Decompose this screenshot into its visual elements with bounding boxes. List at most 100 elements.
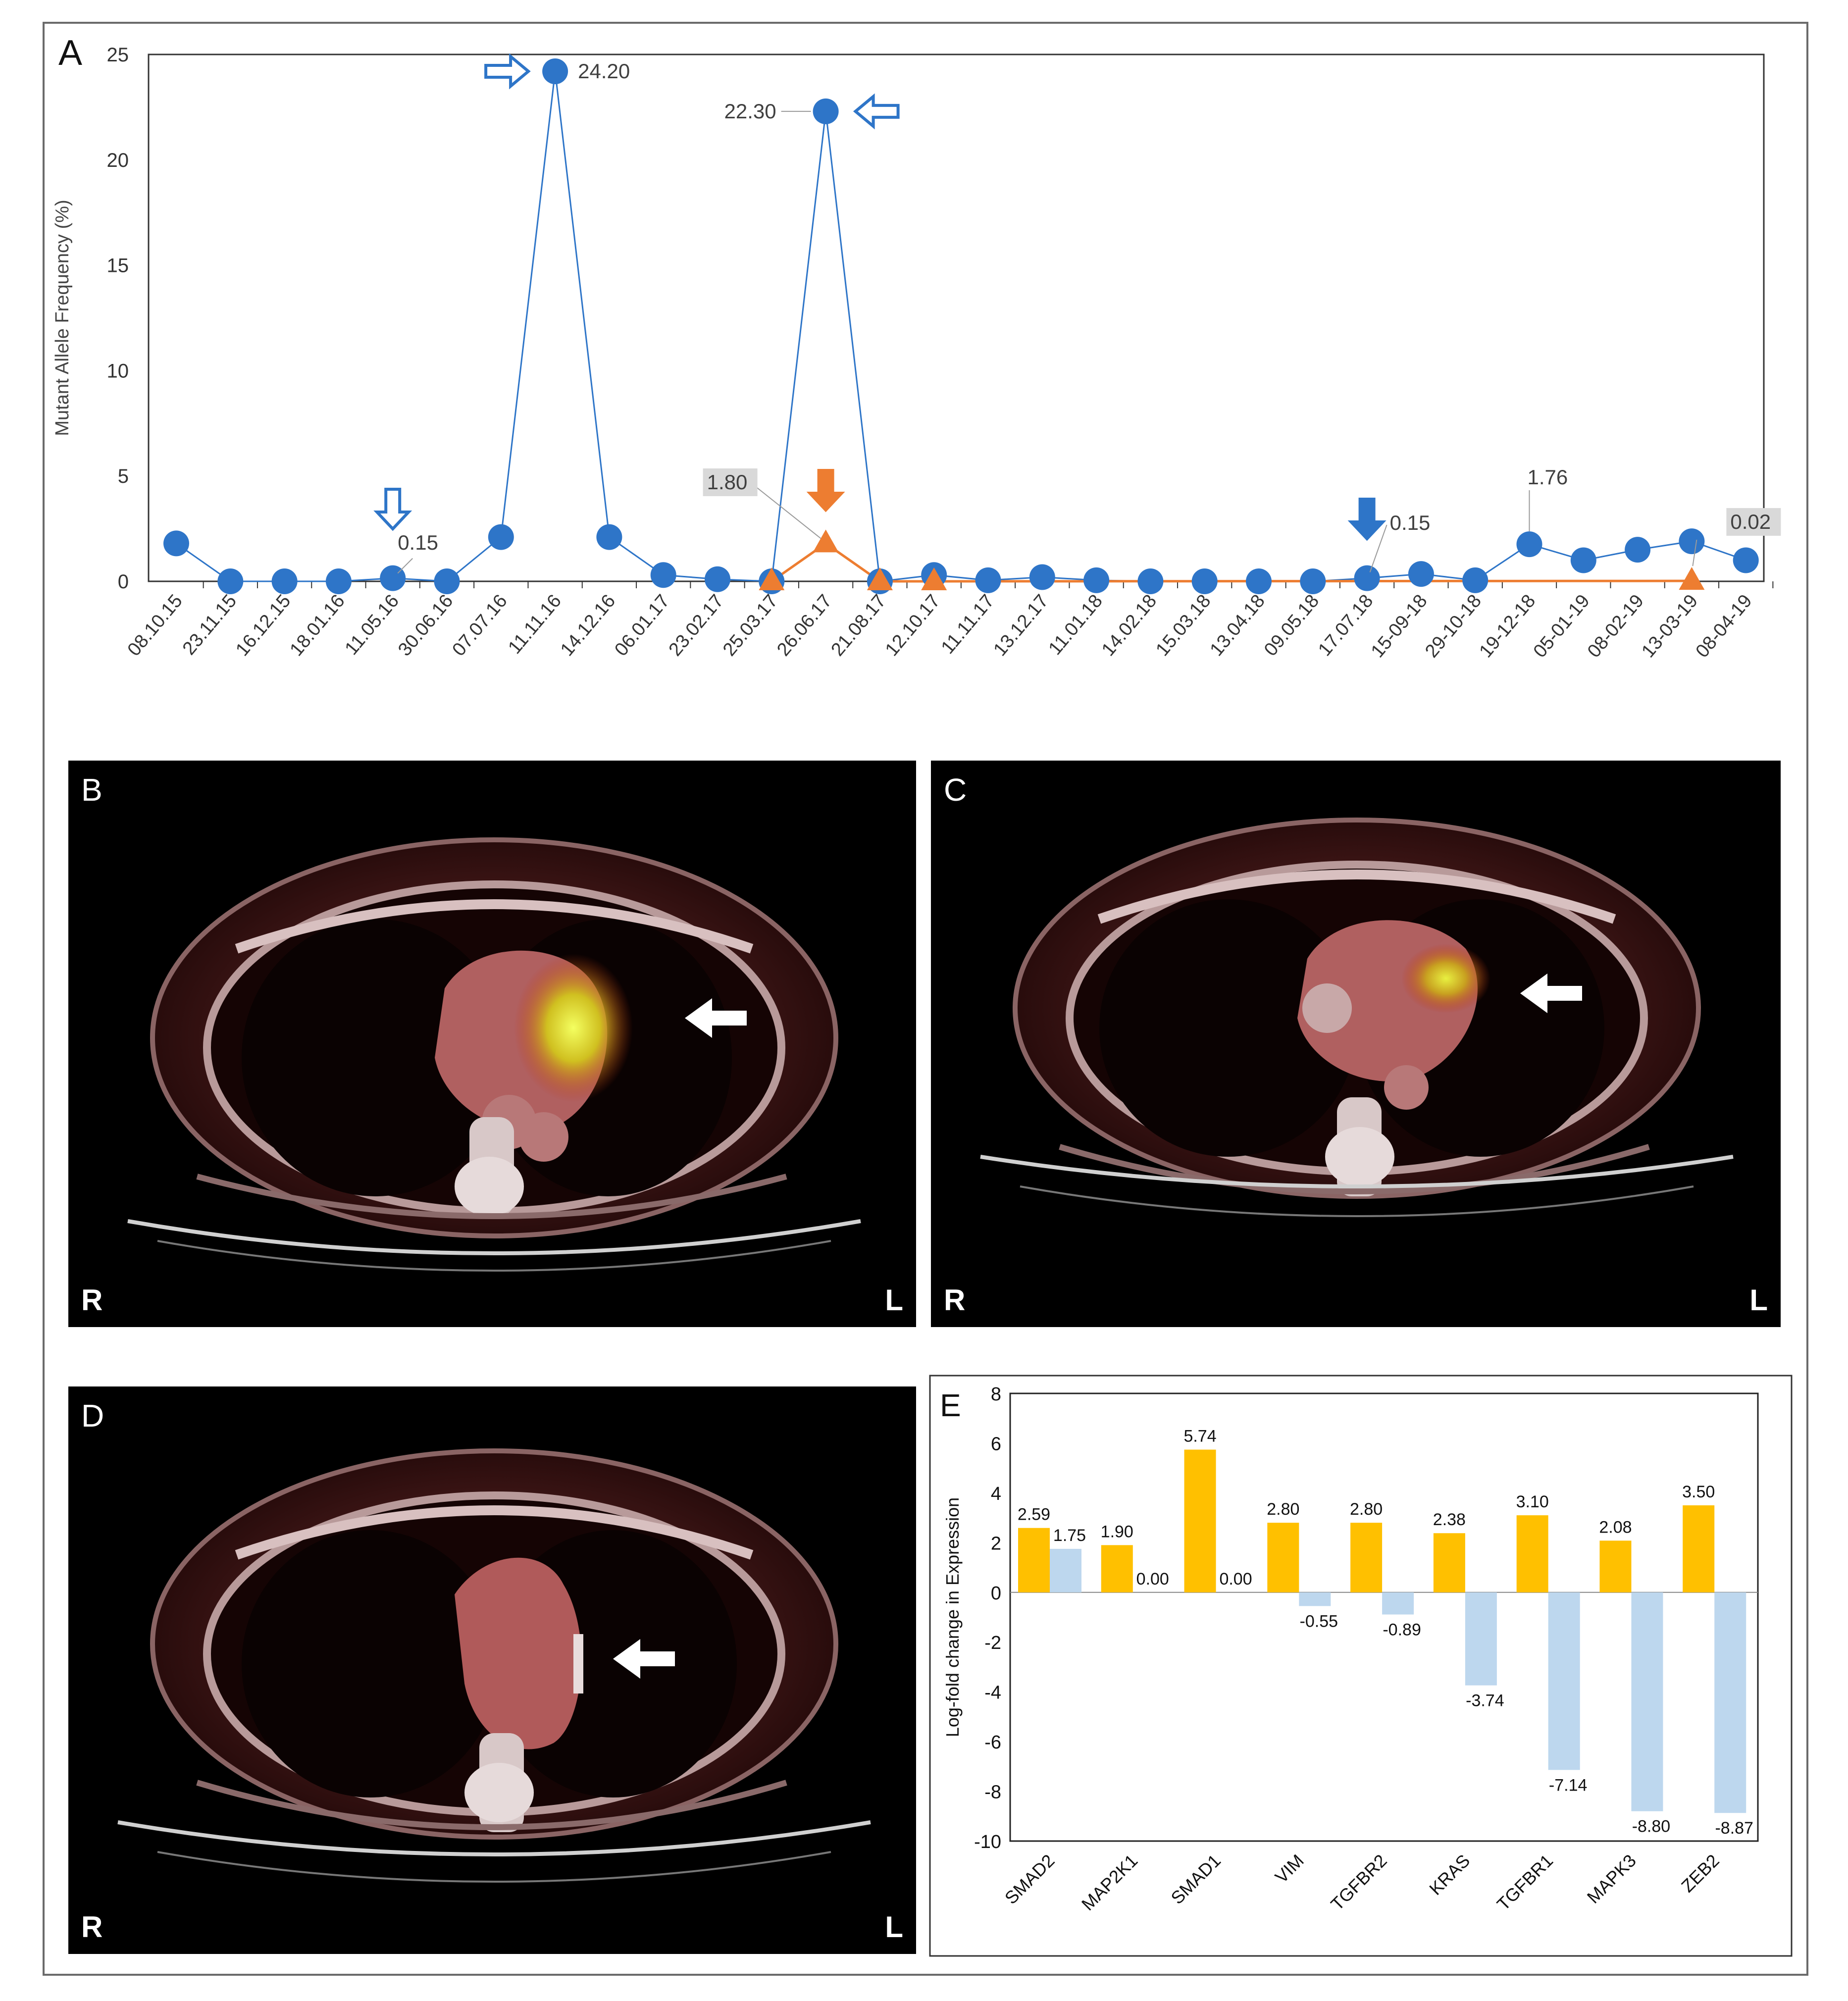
filled-arrow-down-icon <box>1347 498 1386 541</box>
data-point-blue <box>705 566 730 592</box>
x-tick-label: 26.06.17 <box>773 591 836 660</box>
x-tick-label: 21.08.17 <box>827 591 890 660</box>
filled-arrow-down-icon <box>806 469 845 513</box>
bar-lightblue <box>1299 1592 1331 1606</box>
data-label: 0.00 <box>1136 1570 1169 1589</box>
panel-b-letter: B <box>81 772 103 808</box>
y-tick-label: 15 <box>107 255 129 277</box>
x-tick-label: 19-12-18 <box>1475 591 1540 662</box>
orientation-left-label-b: L <box>885 1283 903 1317</box>
ct-scan-b: B R L <box>68 761 916 1327</box>
data-point-blue <box>1516 531 1542 558</box>
chart-a-x-axis: 08.10.1523.11.1516.12.1518.01.1611.05.16… <box>124 581 1774 662</box>
data-label: 2.38 <box>1433 1510 1466 1529</box>
x-tick-label: 09.05.18 <box>1260 591 1323 660</box>
data-point-blue <box>1354 565 1380 591</box>
x-tick-label: 11.11.17 <box>937 591 999 658</box>
y-tick-label: 25 <box>107 44 129 66</box>
bar-orange <box>1599 1540 1632 1592</box>
annotation-box <box>1726 508 1781 536</box>
ct-image-c <box>980 818 1734 1217</box>
orientation-right-label-c: R <box>944 1283 966 1317</box>
data-point-orange <box>921 567 947 590</box>
ct-scan-c: C R L <box>931 761 1781 1327</box>
y-tick-label: 2 <box>991 1533 1001 1554</box>
y-tick-label: 0 <box>118 571 129 593</box>
bar-orange <box>1683 1505 1715 1592</box>
bar-lightblue <box>1631 1592 1663 1811</box>
x-tick-label: 13-03-19 <box>1638 591 1702 662</box>
data-point-blue <box>434 568 460 594</box>
y-tick-label: 8 <box>991 1384 1001 1405</box>
data-label: 3.50 <box>1682 1483 1715 1501</box>
panel-a-letter: A <box>58 33 83 73</box>
x-tick-label: 08-04-19 <box>1692 591 1756 662</box>
x-tick-label: 08-02-19 <box>1584 591 1648 662</box>
data-point-blue <box>217 568 244 594</box>
y-tick-label: 4 <box>991 1484 1001 1504</box>
data-label: -8.87 <box>1715 1819 1753 1838</box>
open-arrow-left-icon <box>853 93 900 130</box>
data-label: -7.14 <box>1549 1776 1588 1795</box>
orientation-left-label-c: L <box>1749 1283 1768 1317</box>
x-tick-label: 13.12.17 <box>989 591 1052 660</box>
y-tick-label: -4 <box>984 1683 1001 1703</box>
chart-e-bars: 2.591.75 1.90 0.00 5.74 0.00 2.80 -0.55 2.80 -0.… <box>1018 1427 1753 1838</box>
pointer-arrow-d <box>613 1639 675 1679</box>
data-point-blue <box>1083 567 1110 593</box>
open-arrow-down-icon <box>373 488 412 531</box>
chart-a-ylabel: Mutant Allele Frequency (%) <box>52 200 73 436</box>
bar-lightblue <box>1465 1592 1497 1686</box>
y-tick-label: 0 <box>991 1583 1001 1604</box>
annotation-label: 1.76 <box>1528 465 1568 489</box>
y-tick-label: 10 <box>107 360 129 382</box>
chart-e: E Log-fold change in Expression -10 -8 -6 -… <box>929 1375 1793 1957</box>
data-point-blue <box>1733 547 1759 573</box>
data-point-orange <box>759 567 785 590</box>
bar-lightblue <box>1050 1548 1081 1592</box>
y-tick-label: -8 <box>984 1782 1001 1803</box>
open-arrow-right-icon <box>484 53 531 90</box>
bar-orange <box>1350 1523 1383 1592</box>
chart-e-plot-area <box>1009 1392 1759 1842</box>
x-tick-label: 23.02.17 <box>665 591 728 660</box>
x-tick-label: 15.03.18 <box>1152 591 1215 660</box>
bar-lightblue <box>1714 1592 1746 1813</box>
y-tick-label: -10 <box>974 1832 1001 1852</box>
data-label: -3.74 <box>1466 1692 1504 1710</box>
data-point-blue <box>650 562 676 588</box>
x-tick-label: 16.12.15 <box>232 591 295 660</box>
data-point-blue <box>1246 568 1272 594</box>
pointer-arrow-c <box>1520 974 1582 1013</box>
data-point-blue <box>1625 537 1651 563</box>
data-point-blue <box>163 530 189 557</box>
chart-a-markers <box>163 58 1759 594</box>
data-point-blue <box>1137 568 1164 594</box>
data-point-orange <box>1679 567 1705 590</box>
leader-line <box>751 483 821 539</box>
data-point-blue <box>1408 561 1434 587</box>
bar-orange <box>1018 1528 1050 1592</box>
chart-a-plot-area <box>148 53 1765 582</box>
panel-d-letter: D <box>81 1398 104 1434</box>
x-tick-label: 11.11.16 <box>504 591 565 658</box>
panel-e-letter: E <box>940 1387 961 1423</box>
data-point-blue <box>1191 568 1218 594</box>
x-tick-label: 14.12.16 <box>557 591 619 660</box>
y-tick-label: -6 <box>984 1732 1001 1753</box>
data-point-blue <box>542 58 568 85</box>
x-tick-label: 25.03.17 <box>719 591 782 660</box>
data-label: 1.75 <box>1053 1526 1086 1545</box>
ct-image-d <box>117 1448 871 1883</box>
data-point-blue <box>1679 528 1705 555</box>
x-tick-label: 18.01.16 <box>286 591 349 660</box>
chart-a: Mutant Allele Frequency (%) 0 5 10 15 20 25 0… <box>52 44 1781 662</box>
data-label: 0.00 <box>1219 1570 1252 1589</box>
x-tick-label: 30.06.16 <box>394 591 457 660</box>
leader-line <box>1369 524 1387 572</box>
data-label: -8.80 <box>1632 1817 1671 1836</box>
data-point-blue <box>1570 547 1596 573</box>
annotation-label: 1.80 <box>707 470 748 494</box>
ct-image-b <box>127 837 861 1272</box>
x-tick-label: 07.07.16 <box>448 591 511 660</box>
